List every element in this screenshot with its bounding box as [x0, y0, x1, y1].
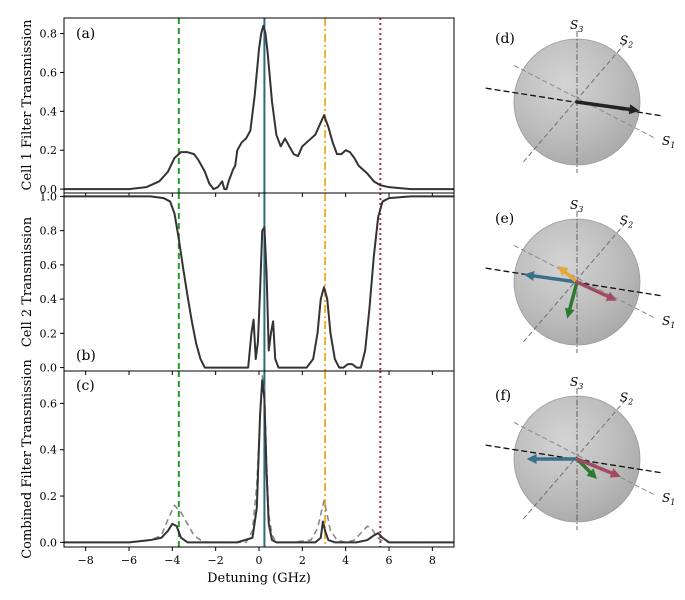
sphere-d-s1-axis — [513, 65, 656, 139]
sphere-e-vector-head-0 — [524, 271, 535, 281]
ytick-label-panel-b-1: 0.2 — [40, 327, 58, 340]
panel-a-ylabel: Cell 1 Filter Transmission — [20, 19, 35, 191]
sphere-f-s2-label: S2 — [620, 391, 633, 407]
xtick-label-6: 4 — [342, 554, 349, 567]
sphere-f-s2-axis — [523, 398, 627, 520]
ytick-label-panel-b-4: 0.8 — [40, 225, 58, 238]
panel-c-ylabel: Combined Filter Transmission — [20, 359, 35, 559]
ytick-label-panel-a-0: 0.0 — [40, 183, 58, 196]
sphere-e-s2-axis — [523, 221, 627, 343]
sphere-e-s2-label: S2 — [620, 214, 633, 230]
sphere-f-vector-2 — [575, 457, 614, 475]
panel-a-label: (a) — [76, 26, 95, 42]
sphere-d-s2-axis — [523, 41, 627, 163]
panel-b-series — [64, 195, 454, 369]
panel-b-frame — [63, 192, 455, 372]
panel-c-label: (c) — [76, 378, 95, 394]
sphere-f: S3 S2 S1 (f) — [485, 375, 675, 530]
sphere-d-s3-label: S3 — [570, 18, 583, 34]
panel-a-series — [64, 24, 454, 191]
sphere-e-panel-label: (e) — [495, 211, 514, 227]
xtick-label-1: −6 — [121, 554, 137, 567]
panel-c-yticks: 0.0 0.2 0.4 0.6 — [40, 397, 64, 549]
sphere-e-s3-label: S3 — [570, 198, 583, 214]
sphere-f-s3-label: S3 — [570, 375, 583, 391]
ytick-label-panel-c-0: 0.0 — [40, 536, 58, 549]
ytick-label-panel-a-2: 0.4 — [40, 105, 58, 118]
xtick-label-0: −8 — [78, 554, 94, 567]
panel-c-markers — [177, 371, 382, 547]
xtick-label-8: 8 — [429, 554, 436, 567]
ytick-label-panel-b-5: 1.0 — [40, 190, 58, 203]
xtick-label-2: −4 — [164, 554, 180, 567]
sphere-e-vector-head-3 — [605, 291, 617, 301]
series-line-panel-c-1 — [64, 379, 454, 544]
sphere-d-panel-label: (d) — [495, 31, 515, 47]
xtick-label-4: 0 — [256, 554, 263, 567]
panel-a-markers — [177, 18, 382, 193]
xtick-label-5: 2 — [299, 554, 306, 567]
sphere-f-s1-label: S1 — [662, 491, 675, 507]
panel-b-ylabel: Cell 2 Transmission — [20, 216, 35, 347]
xtick-label-3: −2 — [208, 554, 224, 567]
sphere-d-vector-head-0 — [628, 104, 640, 115]
sphere-d-s2-label: S2 — [620, 34, 633, 50]
panel-a-yticks: 0.0 0.2 0.4 0.6 0.8 — [40, 28, 64, 196]
sphere-e-principal-axis — [485, 267, 663, 297]
sphere-f-vector-head-0 — [526, 454, 537, 464]
series-line-panel-b-0 — [64, 195, 454, 369]
sphere-e-s1-label: S1 — [662, 314, 675, 330]
series-line-panel-a-0 — [64, 24, 454, 191]
sphere-f-vector-head-2 — [609, 468, 621, 478]
panel-a: 0.0 0.2 0.4 0.6 0.8 (a) Cell 1 Filter Transm… — [20, 17, 455, 197]
panel-b-markers — [177, 193, 382, 371]
ytick-label-panel-c-3: 0.6 — [40, 397, 58, 410]
panel-b-label: (b) — [76, 348, 96, 364]
panel-c-series — [64, 374, 454, 544]
panel-b-xtick-marks — [85, 371, 433, 375]
sphere-d-s1-label: S1 — [662, 134, 675, 150]
panel-b: 0.0 0.2 0.4 0.6 0.8 1.0 (b) Cell 2 Transmissi… — [20, 190, 455, 375]
panel-c-xticks: −8 −6 −4 −2 0 2 4 6 8 — [78, 547, 436, 567]
sphere-f-panel-label: (f) — [495, 388, 511, 404]
sphere-f-s1-axis — [513, 422, 656, 496]
ytick-label-panel-c-2: 0.4 — [40, 444, 58, 457]
sphere-e: S3 S2 S1 (e) — [485, 198, 675, 353]
sphere-e-vector-3 — [575, 280, 610, 299]
sphere-f-principal-axis — [485, 444, 663, 474]
panel-b-yticks: 0.0 0.2 0.4 0.6 0.8 1.0 — [40, 190, 64, 375]
sphere-e-vector-0 — [532, 274, 579, 284]
xtick-label-7: 6 — [386, 554, 393, 567]
panel-c: 0.0 0.2 0.4 0.6 −8 −6 −4 −2 0 2 4 6 8 (c) Combined … — [20, 359, 455, 586]
ytick-label-panel-b-3: 0.6 — [40, 259, 58, 272]
panel-c-xlabel: Detuning (GHz) — [207, 571, 311, 586]
sphere-e-vector-2 — [568, 280, 579, 311]
ytick-label-panel-a-4: 0.8 — [40, 28, 58, 41]
sphere-e-vector-head-2 — [565, 307, 575, 319]
sphere-f-vector-head-1 — [586, 468, 597, 479]
panel-c-frame — [63, 370, 455, 548]
sphere-e-vector-1 — [563, 270, 579, 284]
sphere-e-vector-head-1 — [557, 265, 569, 277]
ytick-label-panel-c-1: 0.2 — [40, 490, 58, 503]
ytick-label-panel-a-1: 0.2 — [40, 144, 58, 157]
ytick-label-panel-a-3: 0.6 — [40, 66, 58, 79]
ytick-label-panel-b-2: 0.4 — [40, 293, 58, 306]
sphere-d: S3 S2 S1 (d) — [485, 18, 675, 173]
sphere-d-vector-0 — [575, 100, 632, 112]
ytick-label-panel-b-0: 0.0 — [40, 362, 58, 375]
sphere-e-s1-axis — [513, 245, 656, 319]
